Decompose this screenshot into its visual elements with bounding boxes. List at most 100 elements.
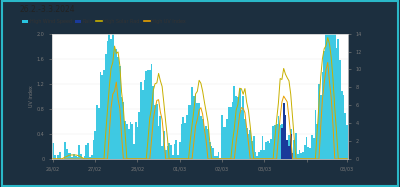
Bar [297,154,299,159]
Bar [306,137,308,159]
Bar [140,82,142,159]
Bar [77,157,78,159]
Bar [240,110,242,159]
Bar [255,152,256,159]
Bar [205,126,207,159]
Bar [346,125,348,159]
Bar [258,152,260,159]
Bar [283,102,284,159]
Bar [327,34,329,159]
Bar [57,155,59,159]
Bar [304,145,306,159]
Bar [64,142,66,159]
Bar [54,155,56,159]
Bar [248,134,249,159]
Bar [108,34,110,159]
Bar [223,127,225,159]
Bar [336,48,338,159]
Bar [316,124,318,159]
Bar [264,150,265,159]
Bar [98,108,100,159]
Bar [226,119,228,159]
Bar [338,39,339,159]
Bar [262,137,264,159]
Bar [84,156,86,159]
Bar [334,34,336,159]
Bar [246,128,248,159]
Bar [284,115,286,159]
Bar [212,148,214,159]
Bar [135,122,136,159]
Bar [75,157,77,159]
Bar [133,144,135,159]
Bar [269,143,270,159]
Bar [121,97,122,159]
Bar [234,86,235,159]
Bar [207,129,209,159]
Bar [101,75,103,159]
Bar [158,126,160,159]
Bar [272,125,274,159]
Bar [302,152,304,159]
Bar [292,153,293,159]
Bar [313,138,314,159]
Bar [230,107,232,159]
Bar [128,129,130,159]
Bar [311,135,313,159]
Bar [149,70,151,159]
Bar [91,155,92,159]
Bar [156,104,158,159]
Bar [193,96,195,159]
Bar [225,127,226,159]
Bar [343,94,344,159]
Bar [68,153,70,159]
Bar [325,34,327,159]
Bar [322,72,323,159]
Bar [100,72,101,159]
Bar [105,54,107,159]
Bar [124,121,126,159]
Bar [116,49,117,159]
Bar [279,125,281,159]
Bar [136,127,138,159]
Bar [82,158,84,159]
Bar [309,148,311,159]
Bar [288,146,290,159]
Bar [300,153,302,159]
Bar [122,102,124,159]
Bar [232,102,234,159]
Bar [177,155,179,159]
Bar [166,146,168,159]
Bar [182,117,184,159]
Bar [198,103,200,159]
Bar [70,153,71,159]
Text: 26.2.-3.3.2024: 26.2.-3.3.2024 [20,5,76,14]
Bar [142,90,144,159]
Bar [80,154,82,159]
Bar [286,142,288,159]
Bar [274,125,276,159]
Bar [295,133,297,159]
Bar [239,89,240,159]
Bar [112,34,114,159]
Bar [281,124,283,159]
Bar [59,151,61,159]
Bar [154,105,156,159]
Bar [260,150,262,159]
Bar [138,112,140,159]
Bar [329,34,330,159]
Bar [251,141,253,159]
Bar [209,142,210,159]
Bar [235,96,237,159]
Bar [283,131,284,159]
Bar [281,128,283,159]
Bar [332,34,334,159]
Bar [292,154,293,159]
Bar [218,151,219,159]
Bar [318,84,320,159]
Bar [339,59,341,159]
Bar [228,107,230,159]
Bar [145,71,147,159]
Bar [267,141,269,159]
Bar [168,143,170,159]
